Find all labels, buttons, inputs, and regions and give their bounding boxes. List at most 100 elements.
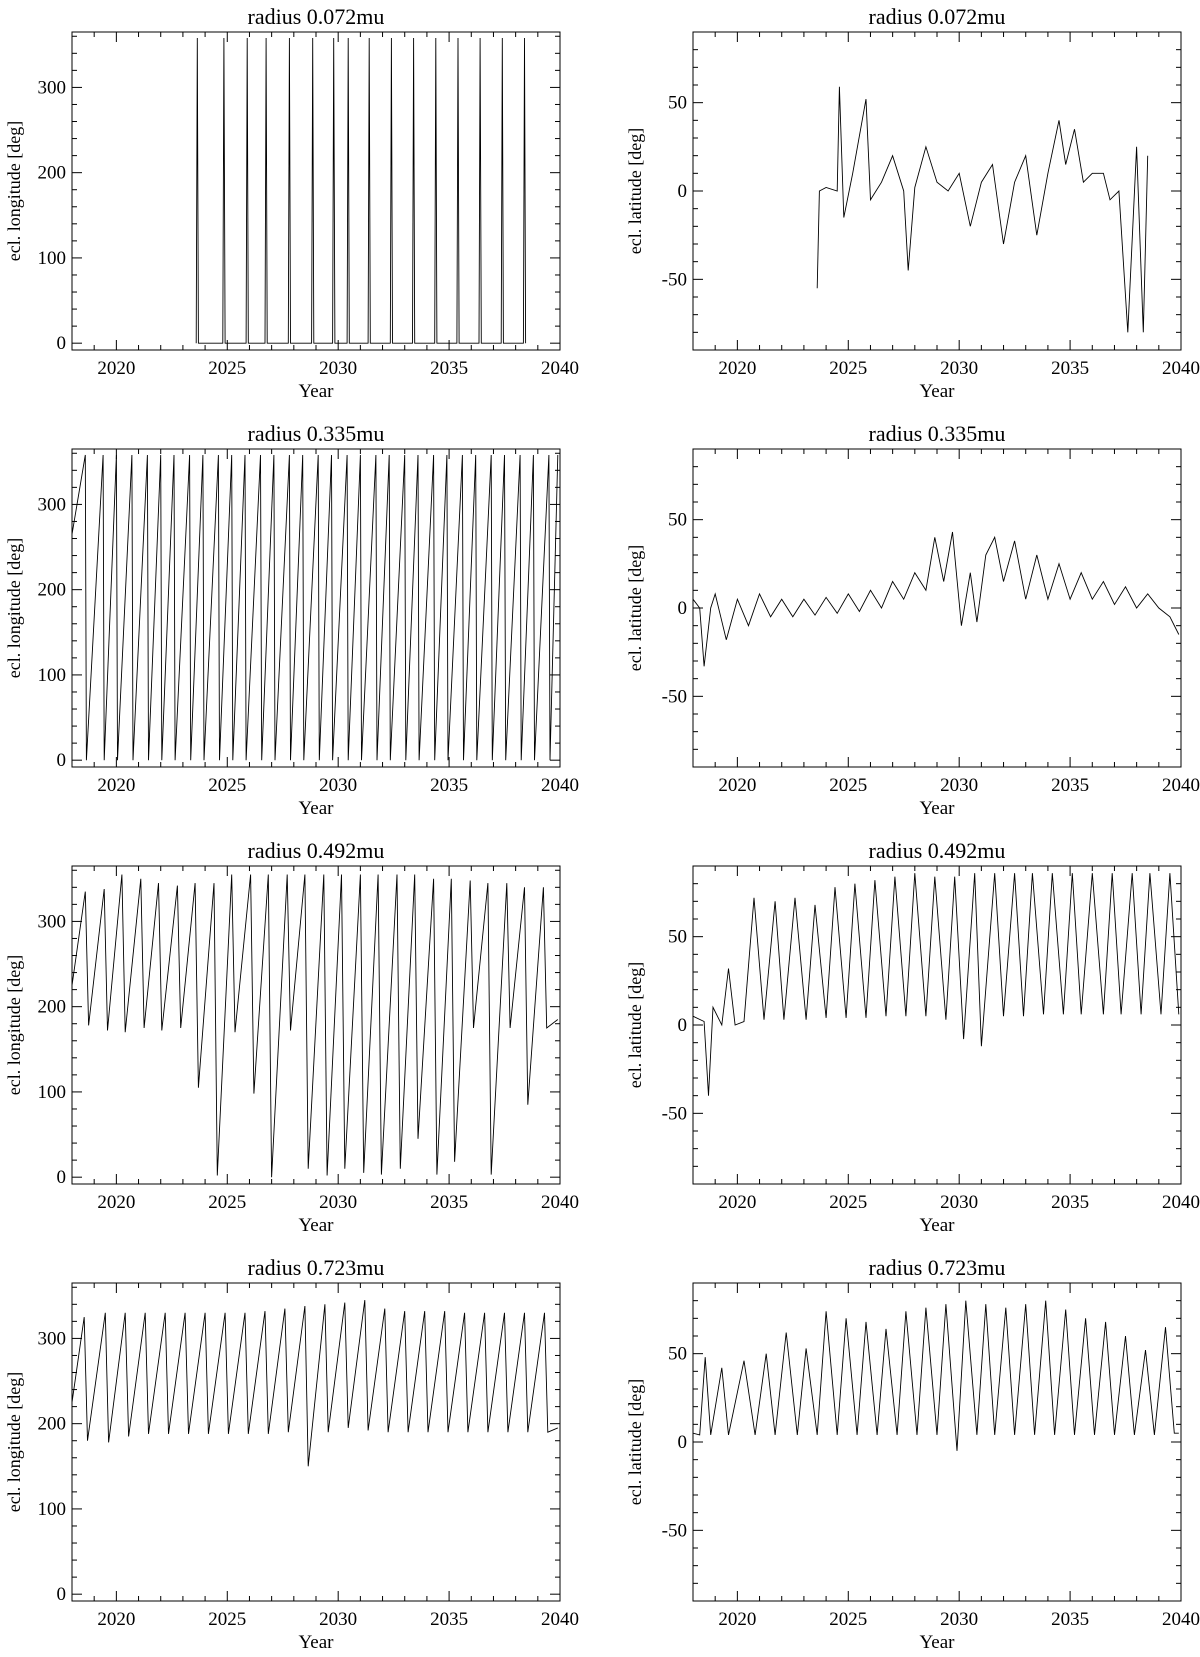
y-tick-label: 0 (57, 1167, 67, 1188)
x-tick-label: 2020 (718, 1192, 756, 1213)
x-axis-label: Year (298, 1632, 334, 1653)
x-tick-label: 2040 (1162, 775, 1200, 796)
x-tick-label: 2030 (319, 1192, 357, 1213)
x-tick-label: 2020 (97, 775, 135, 796)
y-tick-label: 0 (678, 181, 688, 202)
x-tick-label: 2025 (829, 1609, 867, 1630)
chart-title: radius 0.492mu (869, 838, 1006, 863)
x-tick-label: 2035 (430, 1609, 468, 1630)
x-tick-label: 2035 (430, 1192, 468, 1213)
data-series-line (693, 873, 1180, 1096)
x-tick-label: 2030 (940, 1609, 978, 1630)
chart-title: radius 0.492mu (248, 838, 385, 863)
chart-panel-6: radius 0.492mu 2020 2025 2030 2035 2040 Year -5… (625, 838, 1200, 1236)
y-tick-label: -50 (662, 1103, 687, 1124)
y-tick-label: 0 (57, 750, 67, 771)
y-axis-label: ecl. longitude [deg] (4, 538, 24, 678)
x-tick-label: 2020 (718, 775, 756, 796)
x-tick-label: 2040 (1162, 1609, 1200, 1630)
chart-panel-5: radius 0.492mu 2020 2025 2030 2035 2040 Year 0 1… (4, 838, 579, 1236)
x-tick-label: 2030 (940, 358, 978, 379)
y-axis-label: ecl. longitude [deg] (4, 1372, 24, 1512)
y-tick-label: 50 (668, 1344, 687, 1365)
y-tick-label: 200 (38, 1414, 67, 1435)
y-tick-label: 50 (668, 510, 687, 531)
chart-title: radius 0.723mu (869, 1255, 1006, 1280)
x-tick-label: 2035 (1051, 358, 1089, 379)
x-tick-label: 2035 (430, 775, 468, 796)
x-axis-label: Year (919, 381, 955, 402)
chart-title: radius 0.335mu (869, 421, 1006, 446)
x-tick-label: 2030 (319, 358, 357, 379)
x-tick-label: 2040 (541, 1609, 579, 1630)
x-tick-label: 2025 (829, 775, 867, 796)
y-tick-label: 100 (38, 665, 67, 686)
x-tick-label: 2025 (208, 775, 246, 796)
x-tick-label: 2025 (829, 358, 867, 379)
data-series-line (693, 531, 1180, 667)
data-series-line (195, 37, 527, 344)
x-tick-label: 2020 (97, 1609, 135, 1630)
y-tick-label: -50 (662, 269, 687, 290)
x-tick-label: 2040 (541, 358, 579, 379)
chart-panel-7: radius 0.723mu 2020 2025 2030 2035 2040 Year 0 1… (4, 1255, 579, 1653)
y-tick-label: 300 (38, 911, 67, 932)
x-tick-label: 2025 (208, 358, 246, 379)
x-tick-label: 2025 (829, 1192, 867, 1213)
x-tick-label: 2035 (430, 358, 468, 379)
chart-panel-3: radius 0.335mu 2020 2025 2030 2035 2040 Year 0 1… (4, 421, 579, 819)
y-axis-label: ecl. latitude [deg] (625, 545, 645, 671)
chart-panel-1: radius 0.072mu 2020 2025 2030 2035 2040 Year 0 1… (4, 4, 579, 402)
data-series-line (72, 454, 559, 761)
x-tick-label: 2040 (541, 1192, 579, 1213)
y-tick-label: 300 (38, 77, 67, 98)
y-tick-label: -50 (662, 1520, 687, 1541)
x-axis-label: Year (919, 798, 955, 819)
y-axis-label: ecl. latitude [deg] (625, 1379, 645, 1505)
x-tick-label: 2030 (940, 1192, 978, 1213)
y-axis-label: ecl. longitude [deg] (4, 955, 24, 1095)
y-tick-label: 300 (38, 494, 67, 515)
x-tick-label: 2025 (208, 1192, 246, 1213)
x-tick-label: 2040 (1162, 358, 1200, 379)
x-tick-label: 2020 (97, 1192, 135, 1213)
plot-frame (692, 865, 1182, 1185)
data-series-line (816, 86, 1149, 333)
y-tick-label: 0 (678, 598, 688, 619)
chart-panel-2: radius 0.072mu 2020 2025 2030 2035 2040 Year -5… (625, 4, 1200, 402)
y-tick-label: 200 (38, 163, 67, 184)
chart-title: radius 0.723mu (248, 1255, 385, 1280)
plot-frame (71, 31, 561, 351)
x-tick-label: 2025 (208, 1609, 246, 1630)
y-tick-label: 0 (57, 333, 67, 354)
x-tick-label: 2035 (1051, 775, 1089, 796)
x-tick-label: 2020 (718, 1609, 756, 1630)
x-tick-label: 2035 (1051, 1192, 1089, 1213)
x-axis-label: Year (919, 1632, 955, 1653)
y-tick-label: 300 (38, 1328, 67, 1349)
x-tick-label: 2020 (97, 358, 135, 379)
y-axis-label: ecl. latitude [deg] (625, 962, 645, 1088)
chart-title: radius 0.072mu (248, 4, 385, 29)
x-tick-label: 2040 (541, 775, 579, 796)
data-series-line (72, 874, 559, 1178)
x-axis-label: Year (298, 381, 334, 402)
chart-panel-4: radius 0.335mu 2020 2025 2030 2035 2040 Year -5… (625, 421, 1200, 819)
x-axis-label: Year (298, 1215, 334, 1236)
x-tick-label: 2035 (1051, 1609, 1089, 1630)
chart-panel-8: radius 0.723mu 2020 2025 2030 2035 2040 Year -5… (625, 1255, 1200, 1653)
x-axis-label: Year (298, 798, 334, 819)
y-tick-label: 50 (668, 927, 687, 948)
x-axis-label: Year (919, 1215, 955, 1236)
y-tick-label: 100 (38, 1082, 67, 1103)
y-tick-label: 200 (38, 997, 67, 1018)
x-tick-label: 2040 (1162, 1192, 1200, 1213)
plot-frame (71, 1282, 561, 1602)
y-tick-label: 100 (38, 1499, 67, 1520)
data-series-line (72, 1300, 558, 1467)
y-tick-label: 0 (57, 1584, 67, 1605)
y-axis-label: ecl. latitude [deg] (625, 128, 645, 254)
x-tick-label: 2030 (319, 775, 357, 796)
y-tick-label: 100 (38, 248, 67, 269)
y-tick-label: 0 (678, 1015, 688, 1036)
